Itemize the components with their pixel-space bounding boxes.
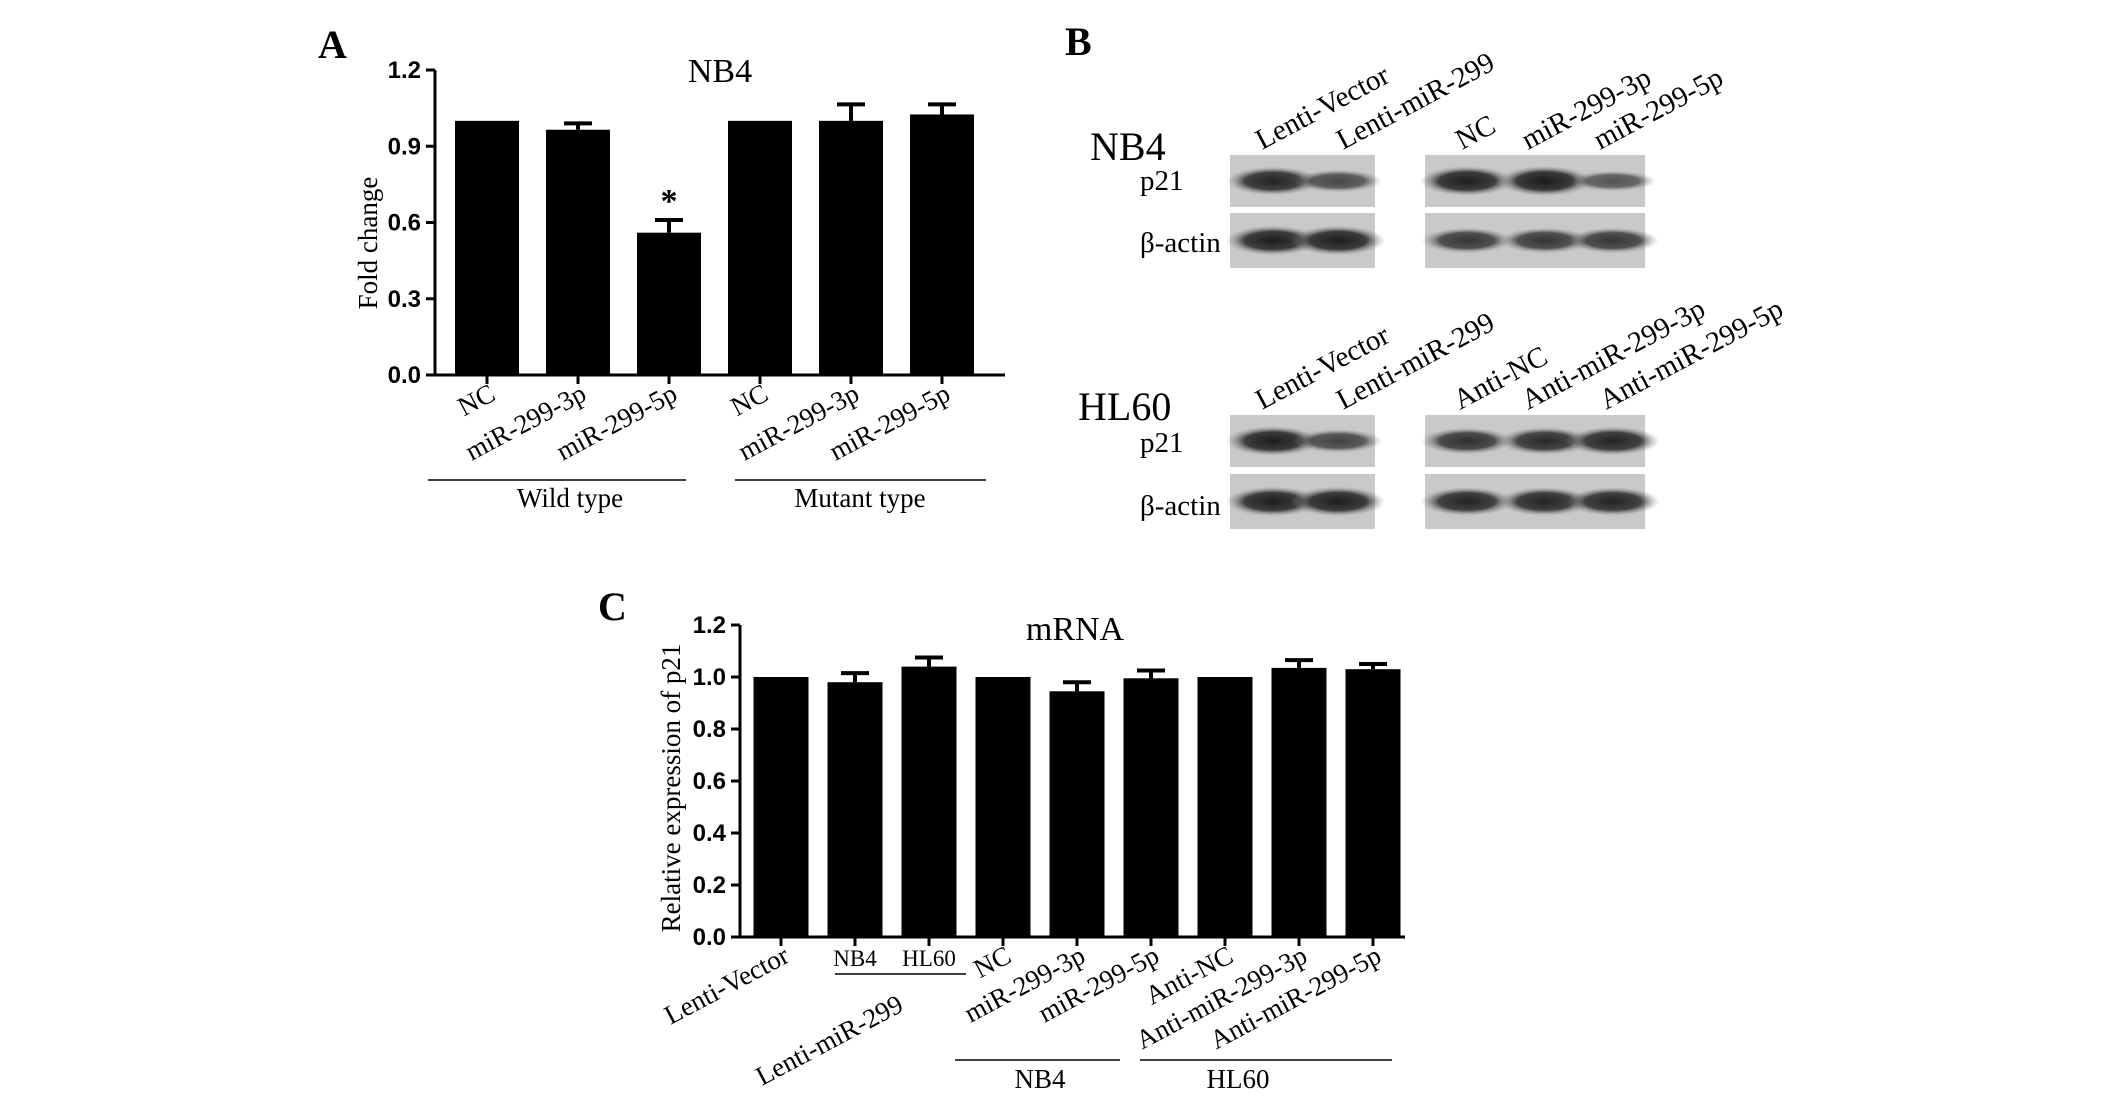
chart-c-ytick-label: 0.6 (693, 768, 726, 795)
chart-c-axes: 0.0 0.2 0.4 0.6 0.8 1.0 1.2 (693, 612, 1405, 951)
hl60-actin-right-band (1566, 487, 1660, 516)
wild-type-label: Wild type (517, 483, 623, 513)
hl60-actin-left-band (1225, 486, 1321, 517)
chart-c-bar (1123, 678, 1179, 937)
chart-a-bar (455, 120, 519, 375)
nb4-actin-right-band (1421, 227, 1513, 254)
chart-c-lenti-mir-299-label: Lenti-miR-299 (751, 989, 908, 1092)
chart-a-axes: 0.0 0.3 0.6 0.9 1.2 (388, 57, 1005, 389)
hl60-p21-left-band (1225, 426, 1321, 456)
chart-c-xtick-label: Lenti-Vector (659, 940, 794, 1031)
chart-a-significance-star: * (661, 183, 678, 220)
chart-c-ytick-label: 0.8 (693, 716, 726, 743)
nb4-group-label: NB4 (1014, 1064, 1066, 1094)
chart-c-xtick-label: NB4 (833, 946, 877, 971)
chart-a-bar (910, 114, 974, 376)
western-blot-images (1225, 155, 1660, 529)
nb4-p21-right-band (1497, 165, 1593, 197)
nb4-actin-left-band (1225, 225, 1321, 256)
nb4-p21-left-band (1226, 166, 1320, 196)
chart-c-bar (1197, 677, 1253, 937)
nb4-p21-right-band (1419, 166, 1515, 196)
panel-b: B NB4 Lenti-Vector Lenti-miR-299 NC miR-… (1065, 19, 1789, 529)
chart-c-bar (1345, 669, 1401, 937)
chart-a-bars: * (455, 102, 974, 376)
chart-a-ytick-label: 0.0 (388, 362, 421, 389)
hl60-actin-left-band (1290, 486, 1386, 517)
chart-a-ytick-label: 0.3 (388, 286, 421, 313)
chart-c-ytick-label: 0.2 (693, 872, 726, 899)
chart-a-ytick-label: 1.2 (388, 57, 421, 84)
chart-c-bar (1271, 667, 1327, 937)
chart-a-title: NB4 (688, 53, 752, 90)
panel-c-letter: C (598, 584, 627, 629)
chart-c-xtick-label: HL60 (902, 946, 956, 971)
chart-a-bar (637, 232, 701, 375)
chart-c-bar (901, 666, 957, 937)
chart-c-ytick-label: 1.0 (693, 664, 726, 691)
hl60-blot-label: HL60 (1078, 384, 1171, 429)
chart-a-ytick-label: 0.6 (388, 210, 421, 237)
hl60-p21-right-band (1566, 426, 1660, 456)
chart-c-bars (753, 655, 1401, 937)
chart-c-bar (1049, 691, 1105, 937)
panel-c: C mRNA Relative expression of p21 0.0 0.2… (598, 584, 1405, 1094)
nb4-lane-nc: NC (1450, 109, 1501, 156)
nb4-actin-right-band (1499, 227, 1591, 254)
chart-a-ytick-label: 0.9 (388, 133, 421, 160)
nb4-blot-label: NB4 (1090, 124, 1166, 169)
chart-c-bar (753, 677, 809, 937)
nb4-actin-right-band (1567, 227, 1659, 254)
chart-c-bar (975, 677, 1031, 937)
chart-a-ylabel: Fold change (353, 177, 383, 310)
nb4-p21-left-band (1293, 169, 1383, 193)
chart-a-bar (819, 120, 883, 375)
hl60-row-p21: p21 (1140, 427, 1184, 459)
nb4-p21-right-band (1569, 170, 1657, 192)
panel-a: A NB4 Fold change 0.0 0.3 0.6 0.9 1.2 * NCmi… (318, 22, 1005, 513)
chart-a-bar (546, 129, 610, 375)
chart-c-ytick-label: 0.4 (693, 820, 727, 847)
hl60-row-beta-actin: β-actin (1140, 490, 1221, 522)
nb4-row-p21: p21 (1140, 165, 1184, 197)
mutant-type-label: Mutant type (794, 483, 925, 513)
nb4-actin-left-band (1290, 225, 1386, 256)
chart-a-xtick-label: NC (453, 378, 500, 422)
hl60-p21-left-band (1293, 429, 1383, 453)
hl60-p21-right-band (1421, 427, 1513, 455)
chart-a-bar (728, 120, 792, 375)
hl60-actin-right-band (1498, 487, 1592, 516)
hl60-group-label: HL60 (1207, 1064, 1270, 1094)
hl60-actin-right-band (1420, 487, 1514, 516)
hl60-p21-right-band (1498, 427, 1592, 455)
chart-c-ytick-label: 0.0 (693, 924, 726, 951)
chart-c-title: mRNA (1026, 611, 1125, 648)
panel-b-letter: B (1065, 19, 1092, 64)
panel-a-letter: A (318, 22, 347, 67)
chart-a-xtick-label: NC (726, 378, 773, 422)
nb4-row-beta-actin: β-actin (1140, 227, 1221, 259)
chart-c-ytick-label: 1.2 (693, 612, 726, 639)
chart-c-bar (827, 682, 883, 937)
chart-c-ylabel: Relative expression of p21 (656, 644, 686, 933)
